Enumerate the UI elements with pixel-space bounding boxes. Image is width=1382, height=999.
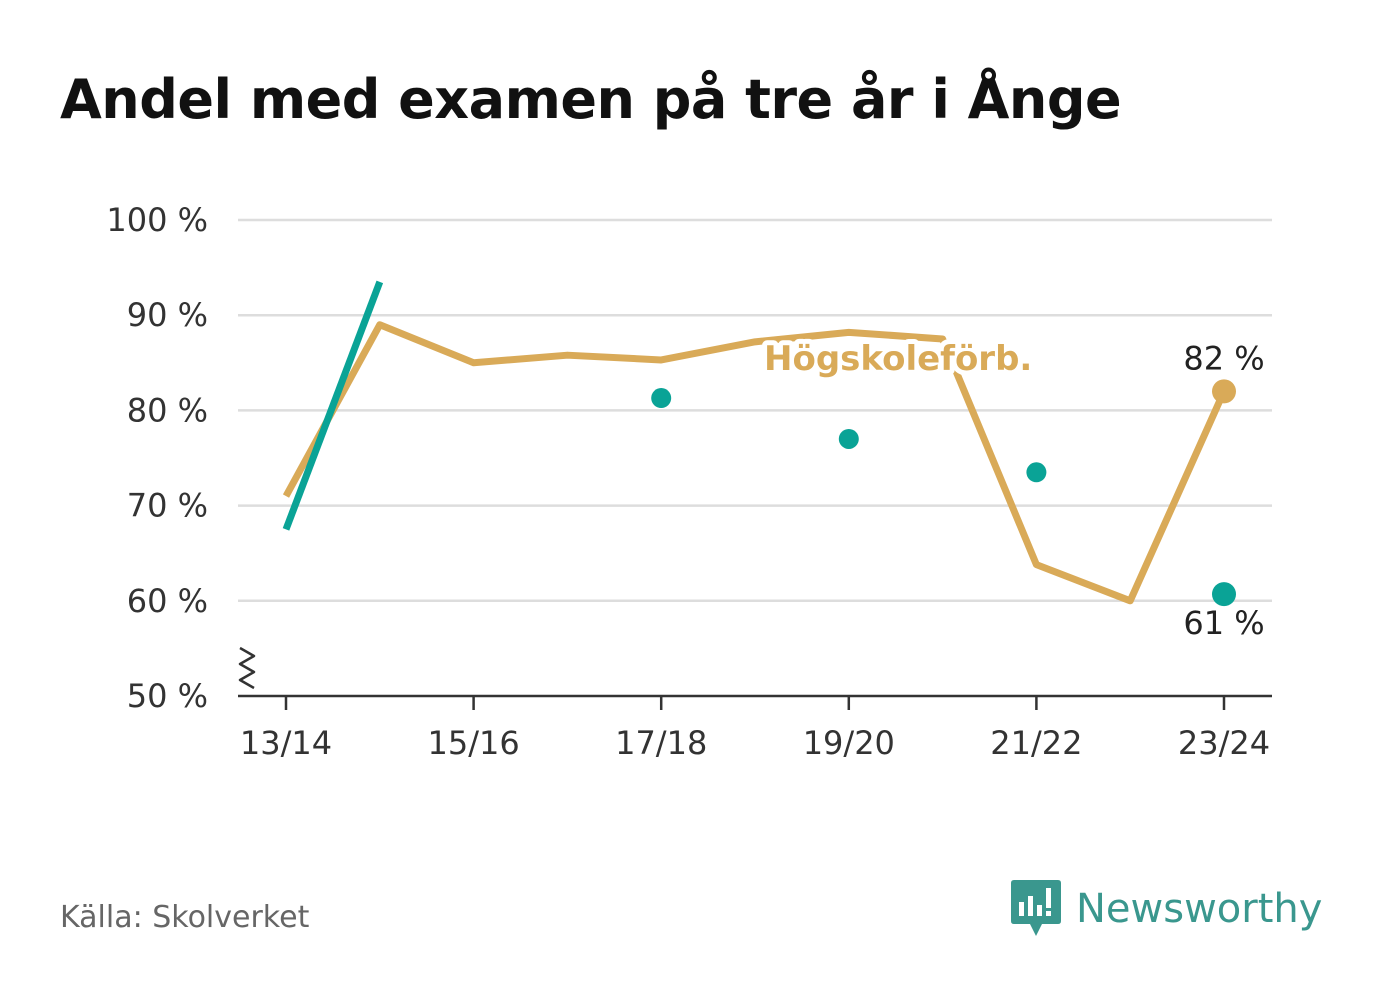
newsworthy-logo-icon	[1011, 880, 1061, 936]
end-point-marker	[1212, 379, 1236, 404]
y-tick-label: 90 %	[127, 296, 208, 334]
data-point	[838, 428, 859, 449]
brand-name: Newsworthy	[1076, 886, 1323, 932]
axis-break-icon	[238, 646, 256, 690]
x-tick-label: 17/18	[615, 724, 707, 762]
gridlines	[238, 218, 1272, 603]
data-point	[1026, 462, 1047, 483]
source-note: Källa: Skolverket	[60, 900, 310, 935]
series-line-other	[282, 280, 384, 531]
x-tick-label: 19/20	[803, 724, 895, 762]
x-tick-label: 23/24	[1178, 724, 1270, 762]
series-label-hogskoleforb: Högskoleförb.	[764, 339, 1032, 379]
end-value-label: 61 %	[1183, 604, 1264, 642]
x-axis: 13/14 15/16 17/18 19/20 21/22 23/24	[238, 694, 1272, 762]
chart-title: Andel med examen på tre år i Ånge	[60, 68, 1122, 131]
end-point-marker	[1212, 582, 1236, 607]
brand-logo: Newsworthy	[1010, 878, 1322, 940]
y-tick-label: 100 %	[106, 201, 208, 239]
axis-break-zigzag	[238, 646, 256, 690]
y-tick-label: 80 %	[127, 391, 208, 429]
x-tick-label: 13/14	[240, 724, 332, 762]
y-tick-label: 60 %	[127, 582, 208, 620]
y-tick-label: 70 %	[127, 487, 208, 525]
data-point	[651, 388, 672, 409]
y-axis-ticks: 100 % 90 % 80 % 70 % 60 % 50 %	[106, 201, 208, 715]
series-labels: Högskoleförb. 82 % 61 %	[759, 334, 1265, 642]
end-value-label: 82 %	[1183, 339, 1264, 377]
series-line-hogskoleforb	[282, 321, 1228, 605]
series	[282, 280, 1236, 607]
x-tick-label: 15/16	[427, 724, 519, 762]
x-tick-label: 21/22	[990, 724, 1082, 762]
y-tick-label: 50 %	[127, 677, 208, 715]
